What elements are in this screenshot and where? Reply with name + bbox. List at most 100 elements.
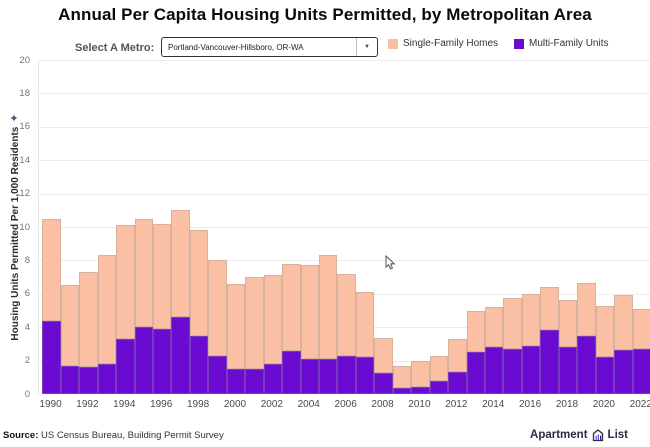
bar-segment-multi-family[interactable]	[189, 335, 209, 394]
bar-segment-single-family[interactable]	[558, 299, 578, 348]
metro-select-dropdown[interactable]: Portland-Vancouver-Hillsboro, OR-WA ▼	[161, 37, 378, 57]
bar-segment-multi-family[interactable]	[226, 368, 246, 394]
bar-2011[interactable]	[429, 60, 449, 394]
apartment-list-logo[interactable]: Apartment List	[530, 428, 628, 442]
dropdown-arrow-box[interactable]: ▼	[356, 38, 377, 56]
bar-2001[interactable]	[245, 60, 264, 394]
bar-1995[interactable]	[134, 60, 153, 394]
bar-segment-multi-family[interactable]	[245, 368, 264, 394]
bar-segment-multi-family[interactable]	[42, 320, 61, 394]
bar-segment-multi-family[interactable]	[595, 357, 615, 394]
bar-segment-multi-family[interactable]	[374, 373, 393, 394]
bar-segment-single-family[interactable]	[355, 292, 375, 358]
bar-segment-single-family[interactable]	[282, 263, 301, 351]
bar-segment-single-family[interactable]	[97, 255, 117, 364]
bar-2022[interactable]	[632, 60, 650, 394]
bar-segment-multi-family[interactable]	[134, 327, 153, 394]
bar-segment-single-family[interactable]	[540, 287, 559, 330]
bar-2003[interactable]	[282, 60, 301, 394]
bar-segment-multi-family[interactable]	[208, 355, 227, 394]
bar-segment-single-family[interactable]	[595, 306, 615, 358]
bar-2016[interactable]	[521, 60, 541, 394]
bar-segment-multi-family[interactable]	[448, 372, 467, 394]
bar-segment-single-family[interactable]	[503, 298, 522, 349]
bar-segment-single-family[interactable]	[79, 272, 98, 368]
bar-segment-single-family[interactable]	[171, 210, 190, 318]
bar-segment-multi-family[interactable]	[429, 380, 449, 394]
bar-2014[interactable]	[484, 60, 504, 394]
bar-1998[interactable]	[189, 60, 209, 394]
bar-segment-single-family[interactable]	[392, 365, 412, 389]
bar-segment-single-family[interactable]	[60, 285, 80, 366]
bar-segment-single-family[interactable]	[116, 225, 135, 339]
bar-segment-single-family[interactable]	[632, 308, 650, 349]
bar-segment-multi-family[interactable]	[392, 388, 412, 394]
bar-segment-single-family[interactable]	[42, 218, 61, 321]
bar-2000[interactable]	[226, 60, 246, 394]
bar-segment-single-family[interactable]	[577, 282, 596, 336]
bar-segment-single-family[interactable]	[245, 277, 264, 369]
bar-segment-single-family[interactable]	[521, 293, 541, 346]
bar-1990[interactable]	[42, 60, 61, 394]
bar-segment-single-family[interactable]	[466, 310, 485, 353]
bar-1993[interactable]	[97, 60, 117, 394]
bar-segment-multi-family[interactable]	[484, 347, 504, 394]
bar-1999[interactable]	[208, 60, 227, 394]
bar-segment-multi-family[interactable]	[263, 363, 283, 394]
bar-segment-multi-family[interactable]	[337, 355, 356, 394]
bar-segment-multi-family[interactable]	[282, 350, 301, 394]
bar-segment-single-family[interactable]	[134, 218, 153, 328]
bar-segment-single-family[interactable]	[614, 295, 633, 350]
bar-segment-single-family[interactable]	[374, 338, 393, 374]
bar-segment-multi-family[interactable]	[79, 367, 98, 394]
bar-2007[interactable]	[355, 60, 375, 394]
bar-2015[interactable]	[503, 60, 522, 394]
bar-1994[interactable]	[116, 60, 135, 394]
bar-segment-multi-family[interactable]	[116, 338, 135, 394]
bar-segment-multi-family[interactable]	[152, 328, 172, 394]
bar-1992[interactable]	[79, 60, 98, 394]
bar-segment-multi-family[interactable]	[60, 365, 80, 394]
bar-2009[interactable]	[392, 60, 412, 394]
bar-2010[interactable]	[411, 60, 430, 394]
bar-segment-multi-family[interactable]	[411, 387, 430, 394]
bar-2013[interactable]	[466, 60, 485, 394]
bar-segment-single-family[interactable]	[208, 260, 227, 356]
bar-segment-multi-family[interactable]	[171, 317, 190, 394]
bar-2017[interactable]	[540, 60, 559, 394]
bar-2004[interactable]	[300, 60, 319, 394]
bar-2006[interactable]	[337, 60, 356, 394]
bar-segment-multi-family[interactable]	[503, 348, 522, 394]
bar-2018[interactable]	[558, 60, 578, 394]
bar-2002[interactable]	[263, 60, 283, 394]
bar-segment-single-family[interactable]	[226, 283, 246, 369]
bar-segment-single-family[interactable]	[152, 223, 172, 329]
bar-segment-single-family[interactable]	[318, 255, 338, 359]
bar-segment-multi-family[interactable]	[97, 363, 117, 394]
bar-segment-multi-family[interactable]	[521, 345, 541, 394]
bar-segment-multi-family[interactable]	[577, 335, 596, 394]
bar-segment-multi-family[interactable]	[355, 357, 375, 394]
bar-segment-single-family[interactable]	[189, 230, 209, 336]
bar-segment-multi-family[interactable]	[614, 349, 633, 394]
legend-item-multi-family[interactable]: Multi-Family Units	[514, 38, 608, 49]
bar-2019[interactable]	[577, 60, 596, 394]
bar-2005[interactable]	[318, 60, 338, 394]
legend-item-single-family[interactable]: Single-Family Homes	[388, 38, 498, 49]
bar-segment-multi-family[interactable]	[466, 352, 485, 394]
bar-segment-single-family[interactable]	[429, 355, 449, 381]
bar-segment-single-family[interactable]	[337, 273, 356, 356]
bar-segment-single-family[interactable]	[484, 307, 504, 348]
bar-segment-single-family[interactable]	[411, 361, 430, 388]
bar-1997[interactable]	[171, 60, 190, 394]
bar-segment-multi-family[interactable]	[540, 329, 559, 394]
bar-segment-single-family[interactable]	[263, 275, 283, 364]
bar-2020[interactable]	[595, 60, 615, 394]
bar-2021[interactable]	[614, 60, 633, 394]
bar-segment-multi-family[interactable]	[558, 347, 578, 394]
bar-1991[interactable]	[60, 60, 80, 394]
bar-segment-multi-family[interactable]	[318, 358, 338, 394]
bar-segment-single-family[interactable]	[448, 338, 467, 373]
bar-segment-multi-family[interactable]	[632, 348, 650, 394]
bar-1996[interactable]	[152, 60, 172, 394]
